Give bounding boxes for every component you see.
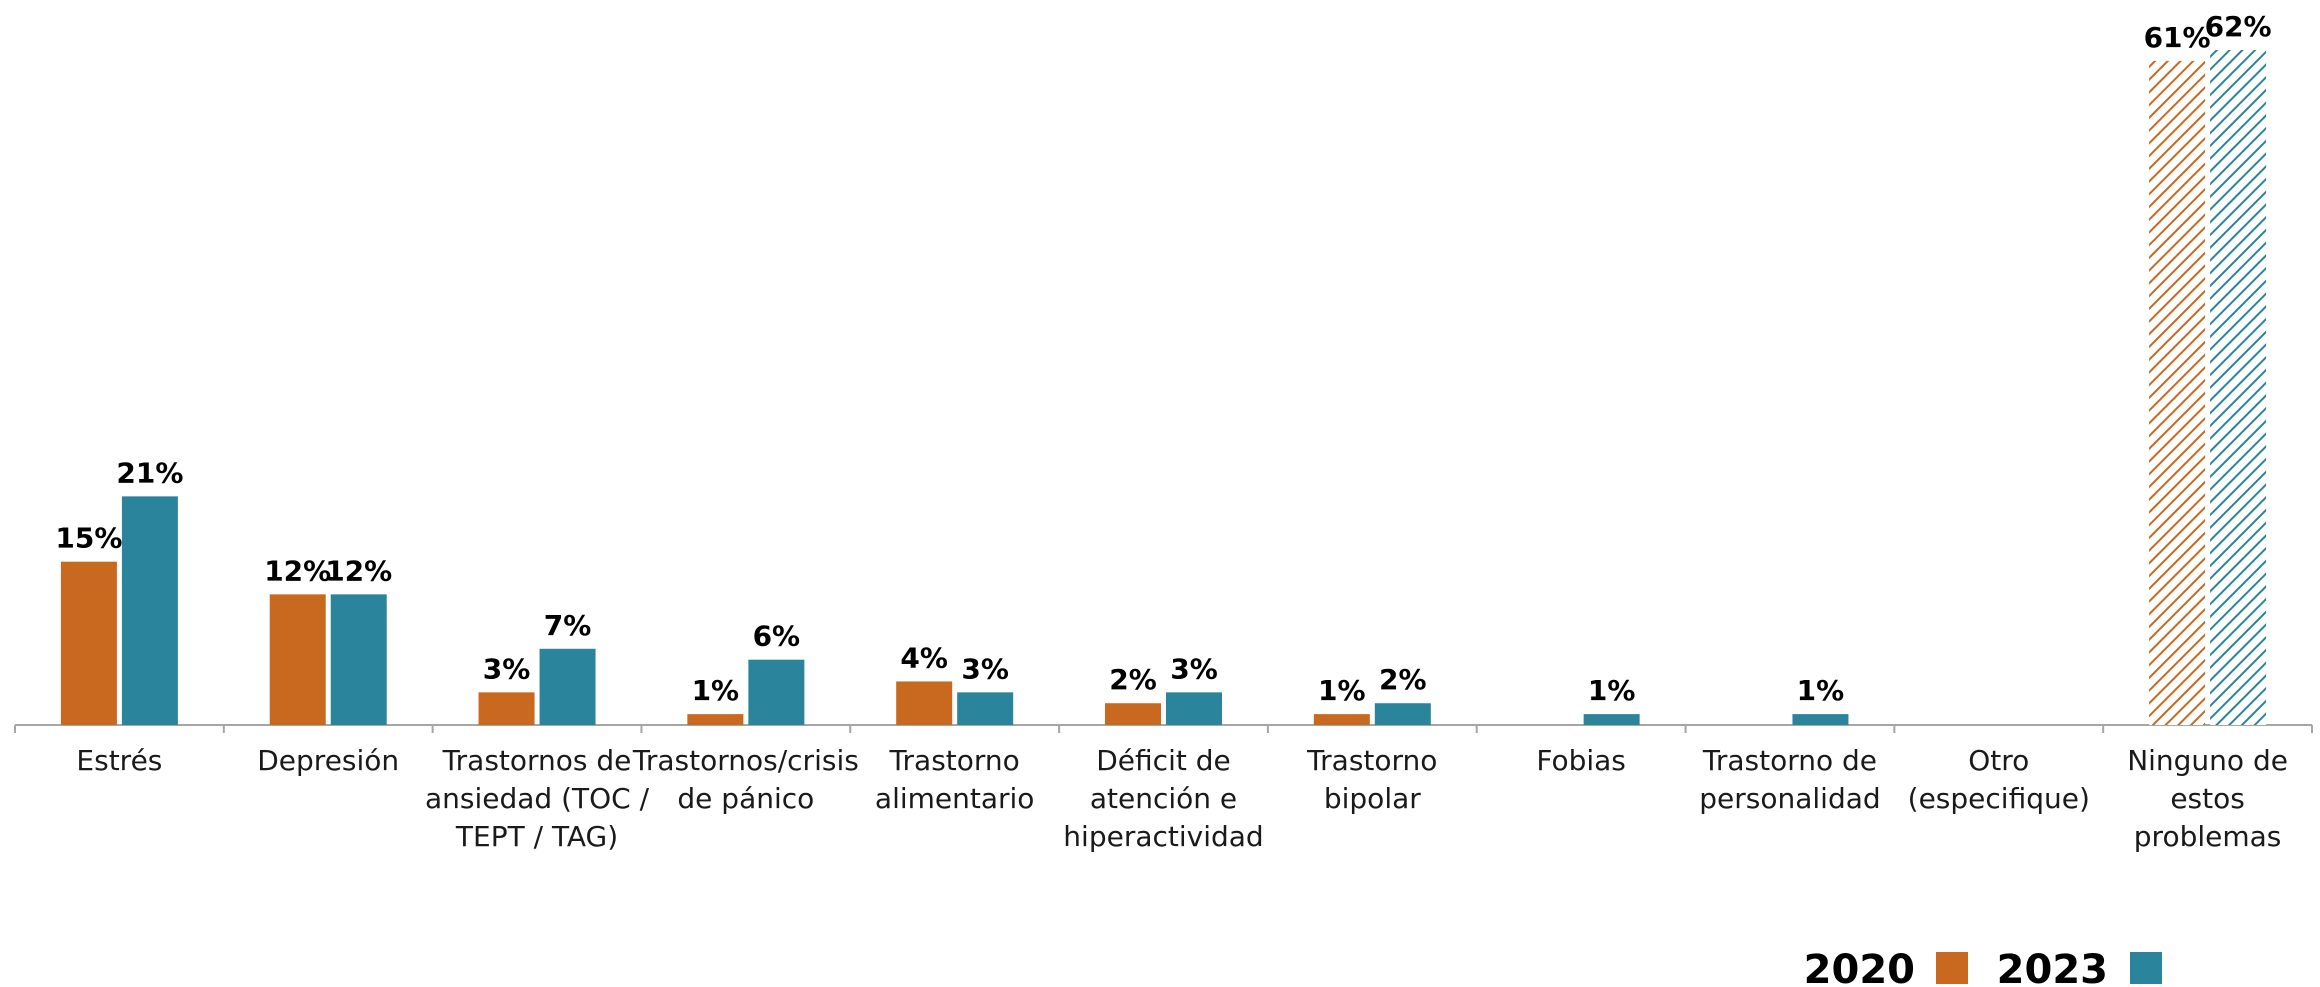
category-label-line: ansiedad (TOC / [425, 782, 650, 815]
category-label: Trastornos/crisis de pánico [632, 744, 859, 815]
data-label: 21% [116, 456, 183, 489]
bar-2023-10 [2210, 50, 2267, 725]
category-label: Fobias [1536, 744, 1626, 777]
legend-label-2020: 2020 [1804, 947, 1915, 987]
category-label-line: problemas [2134, 820, 2282, 853]
category-label-line: (especifique) [1908, 782, 2090, 815]
value-labels: 15% 21% 12%12% 3% 7% 1% 6% 4% 3% 2% 3% 1% 2% 1% 1% 61%6… [55, 10, 2271, 707]
data-label: 2% [1109, 663, 1157, 696]
category-label-line: Trastornos de [442, 744, 632, 777]
category-label: Estrés [76, 744, 162, 777]
data-label: 2% [1379, 663, 1427, 696]
legend-label-2023: 2023 [1997, 947, 2108, 987]
legend: 2020 2023 [1804, 947, 2162, 987]
category-label-line: de pánico [677, 782, 814, 815]
bar-2023-4 [957, 692, 1014, 725]
data-label: 62% [2205, 10, 2272, 43]
bar-2020-6 [1313, 714, 1370, 725]
data-label: 3% [1170, 652, 1218, 685]
category-label: Depresión [257, 744, 399, 777]
bar-2023-8 [1792, 714, 1849, 725]
data-label: 1% [1318, 674, 1366, 707]
bar-2023-0 [121, 496, 178, 725]
category-label-line: atención e [1090, 782, 1237, 815]
bar-2023-3 [748, 659, 805, 725]
data-label: 12% [264, 554, 331, 587]
data-label: 1% [1797, 674, 1845, 707]
category-label-line: bipolar [1324, 782, 1421, 815]
bar-2020-4 [896, 681, 953, 725]
category-label: Trastornos de ansiedad (TOC / TEPT / TAG) [425, 744, 650, 853]
bar-2020-1 [269, 594, 326, 725]
bar-2023-5 [1166, 692, 1222, 725]
data-label: 1% [692, 674, 740, 707]
data-label: 4% [900, 641, 948, 674]
data-label: 6% [753, 620, 801, 653]
category-label-line: Depresión [257, 744, 399, 777]
category-label: Trastorno de personalidad [1699, 744, 1880, 815]
category-label-line: Déficit de [1096, 744, 1230, 777]
category-label-line: Trastorno de [1702, 744, 1877, 777]
category-label: Trastorno alimentario [875, 744, 1035, 815]
data-label: 3% [483, 652, 531, 685]
data-label: 7% [544, 609, 592, 642]
category-label-line: Fobias [1536, 744, 1626, 777]
category-label-line: Otro [1968, 744, 2029, 777]
bar-2023-7 [1583, 714, 1640, 725]
category-label: Déficit de atención e hiperactividad [1063, 744, 1263, 853]
legend-swatch-2023 [2130, 952, 2162, 984]
legend-swatch-2020 [1936, 952, 1968, 984]
category-label: Trastorno bipolar [1306, 744, 1437, 815]
bar-2020-10 [2149, 60, 2206, 726]
bar-2020-0 [60, 561, 117, 725]
category-label-line: Ninguno de [2127, 744, 2288, 777]
data-label: 61% [2144, 21, 2211, 54]
bar-2023-6 [1374, 703, 1431, 725]
x-axis [14, 724, 2313, 733]
data-label: 1% [1588, 674, 1636, 707]
data-label: 12% [325, 554, 392, 587]
category-label-line: Trastornos/crisis [632, 744, 859, 777]
category-label-line: TEPT / TAG) [455, 820, 618, 853]
category-label-line: Estrés [76, 744, 162, 777]
bars [60, 50, 2267, 726]
category-label: Ninguno de estos problemas [2127, 744, 2288, 853]
category-label: Otro (especifique) [1908, 744, 2090, 815]
bar-2020-2 [478, 692, 535, 725]
category-label-line: estos [2170, 782, 2245, 815]
data-label: 3% [961, 652, 1009, 685]
data-label: 15% [55, 522, 122, 555]
category-labels: Estrés Depresión Trastornos de ansiedad (TO… [76, 744, 2288, 853]
category-label-line: hiperactividad [1063, 820, 1263, 853]
category-label-line: personalidad [1699, 782, 1880, 815]
category-label-line: Trastorno [889, 744, 1020, 777]
bar-2023-1 [330, 594, 387, 725]
bar-2020-5 [1105, 703, 1161, 725]
category-label-line: Trastorno [1306, 744, 1437, 777]
category-label-line: alimentario [875, 782, 1035, 815]
bar-2020-3 [687, 714, 744, 725]
bar-2023-2 [539, 648, 596, 725]
